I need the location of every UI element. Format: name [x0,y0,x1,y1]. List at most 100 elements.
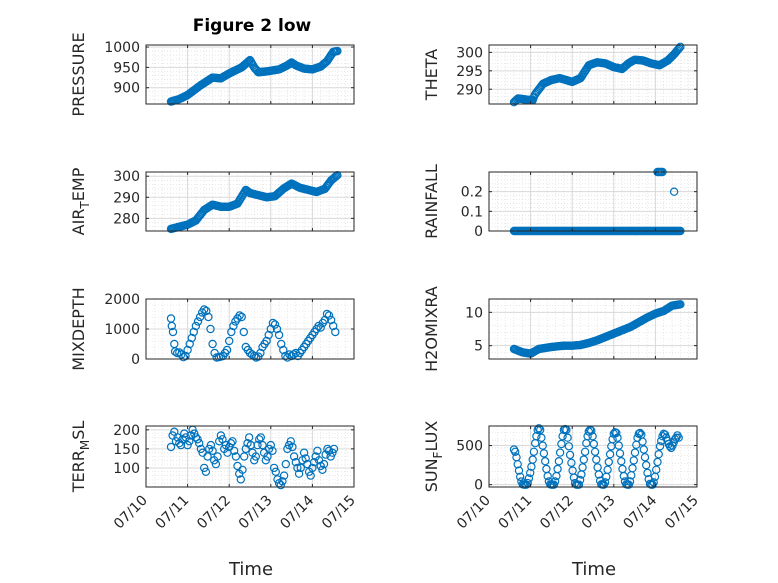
data-point [538,441,547,450]
data-point [528,455,537,464]
data-point [194,439,204,448]
panel-pressure: 900 950 1000 PRESSURE [69,32,355,117]
data-point [592,455,601,464]
data-point [529,447,539,456]
data-point [268,446,277,455]
y-tick-label: 150 [113,442,140,458]
data-point [553,464,562,474]
data-point [574,480,584,489]
plot-area [146,172,354,231]
data-point [617,457,626,466]
data-point [316,323,325,332]
data-point [231,452,241,461]
figure-title: Figure 2 low [193,16,312,36]
data-point [612,428,621,438]
panel-air-temp: 280 290 300 AIRTEMP [69,167,355,235]
data-point [296,463,305,473]
data-point [567,458,576,467]
data-point [635,428,645,438]
data-point [271,467,280,476]
data-point [322,309,332,319]
data-point [639,445,649,454]
data-point [628,464,637,473]
data-point [605,450,615,459]
data-point [193,317,203,326]
panel-axes: 5 10 [465,298,698,360]
plot-area [146,45,354,104]
data-point [206,324,215,334]
data-point [288,442,297,452]
data-point [643,468,652,478]
axes-box [488,298,698,360]
data-point [555,448,565,457]
data-point [196,444,206,454]
data-point [676,300,685,309]
data-point [229,321,238,331]
data-point [318,465,327,474]
data-point [630,448,640,457]
data-point [183,440,192,450]
data-point [594,470,604,479]
data-point [244,433,254,442]
data-point [293,463,302,473]
data-point [629,456,639,465]
data-point [249,456,259,465]
data-point [235,311,244,320]
data-point [229,446,239,455]
axes-box [488,171,698,232]
x-tick-label: 07/11 [153,493,193,533]
data-point [532,432,541,441]
data-point [640,453,650,462]
data-point [564,442,574,451]
panel-axes: 0 1000 2000 [104,292,355,368]
data-point [524,474,534,483]
panel-axes: 290 295 300 [456,42,698,107]
data-point [263,452,272,461]
data-point [674,45,683,54]
x-tick-label: 07/11 [496,493,536,533]
data-point [266,440,275,450]
data-point [216,431,226,440]
axes-box [145,425,355,488]
y-axis-label: PRESSURE [69,32,88,116]
y-tick-label: 295 [456,64,483,80]
y-tick-label: 0 [131,352,140,368]
x-tick-label: 07/10 [454,493,494,533]
data-point [603,465,612,474]
data-point [268,318,278,328]
data-point [251,452,260,461]
data-point [613,433,622,442]
data-point [676,42,685,52]
data-point [514,466,524,475]
panel-axes: 280 290 300 [113,169,355,234]
data-point [550,477,560,486]
x-tick-label: 07/13 [236,493,276,533]
data-point [203,452,212,461]
data-point [669,187,679,196]
data-point [185,437,194,446]
data-point [558,432,567,441]
data-point [526,468,535,478]
data-point [289,452,299,461]
data-point [193,435,202,444]
data-point [289,350,298,359]
data-point [513,460,522,469]
data-point [256,433,265,442]
y-axis-label: THETA [422,49,441,101]
x-tick-label: 07/10 [111,493,151,533]
data-point [590,447,600,456]
data-point [614,441,624,450]
y-tick-label: 0 [474,478,483,494]
y-tick-label: 100 [113,461,140,477]
data-point [539,449,549,458]
data-point [557,439,566,449]
data-point [283,444,292,454]
data-point [649,478,658,487]
x-tick-label: 07/12 [537,493,577,533]
data-point [565,450,575,460]
data-point [516,472,525,481]
data-point [239,327,248,337]
data-point [222,345,232,355]
data-point [329,444,339,454]
